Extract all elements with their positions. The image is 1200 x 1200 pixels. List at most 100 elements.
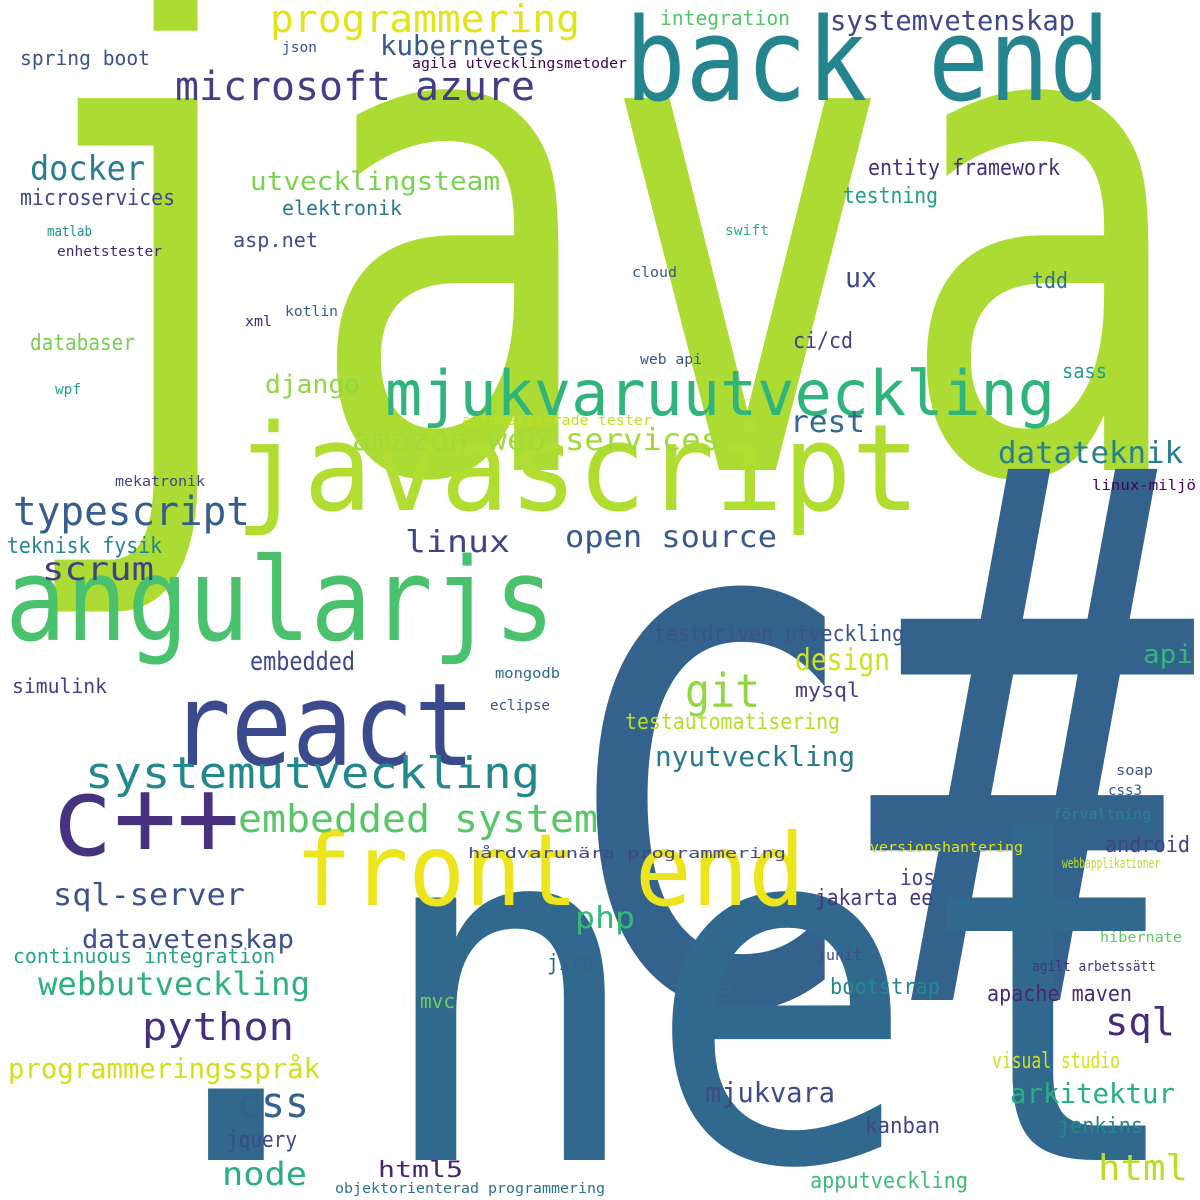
word: wpf (55, 382, 81, 398)
word: c# (545, 313, 1199, 1175)
word: apache maven (987, 982, 1132, 1007)
word: arkitektur (1010, 1077, 1175, 1110)
word: amazon web services (352, 423, 720, 458)
word: embedded system (238, 797, 598, 841)
word: versionshantering (870, 840, 1023, 856)
word: webbutveckling (38, 965, 310, 1003)
word: ci/cd (793, 329, 853, 354)
word: vue (683, 974, 733, 1007)
word: rest (790, 405, 865, 440)
word: elektronik (282, 196, 402, 220)
word: agilt arbetssätt (1032, 959, 1156, 975)
word: json (282, 40, 317, 56)
word: git (685, 664, 760, 718)
word: .net (100, 715, 1190, 1200)
word: testautomatisering (625, 710, 840, 735)
word: sql-server (53, 878, 245, 913)
word: webbapplikationer (1062, 856, 1160, 872)
word: mvc (420, 989, 455, 1013)
word: objektorienterad programmering (335, 1181, 605, 1197)
word: sql (1105, 1000, 1175, 1044)
word: integration (660, 6, 790, 30)
word: php (575, 901, 635, 936)
word: javascript (235, 400, 920, 539)
word: scrum (42, 550, 154, 588)
word: testdriven utveckling (654, 622, 904, 647)
word: asp.net (233, 228, 318, 252)
word: automatiserade tester (462, 413, 652, 429)
word: cloud (632, 265, 677, 281)
word: datateknik (998, 436, 1183, 471)
word: programmeringsspråk (8, 1052, 320, 1085)
word: node (222, 1155, 307, 1193)
word: ux (845, 261, 877, 294)
word: entity framework (868, 156, 1060, 181)
word: mekatronik (115, 474, 206, 490)
word: swift (725, 223, 769, 239)
word: förvaltning (1053, 807, 1151, 823)
word: datavetenskap (82, 925, 294, 955)
word: embedded (250, 647, 355, 677)
word: enhetstester (57, 244, 162, 260)
word: programmering (270, 0, 580, 41)
word: ios (900, 866, 935, 891)
word: junit (817, 948, 862, 964)
word: kanban (865, 1114, 940, 1139)
word: simulink (12, 674, 107, 698)
word: apputveckling (810, 1169, 968, 1194)
word: web api (640, 352, 702, 368)
word: angularjs (5, 534, 555, 668)
word: mjukvara (705, 1076, 835, 1109)
word: docker (30, 149, 145, 189)
word: jquery (227, 1128, 297, 1153)
word: mongodb (495, 666, 560, 682)
word: systemvetenskap (830, 4, 1075, 37)
word: systemutveckling (85, 748, 540, 799)
word: hibernate (1100, 930, 1182, 946)
word: utvecklingsteam (250, 167, 500, 197)
word: teknisk fysik (7, 534, 162, 559)
word: jira (547, 951, 594, 976)
word: android (1105, 833, 1190, 858)
word: css (237, 1078, 309, 1127)
word: open source (565, 520, 777, 555)
word: microsoft azure (175, 64, 535, 110)
word: typescript (13, 489, 250, 535)
word: html (1098, 1148, 1188, 1189)
word: mjukvaruutveckling (385, 357, 1055, 430)
word: databaser (30, 331, 135, 356)
word: tdd (1032, 269, 1068, 294)
word: front end (295, 812, 805, 929)
word: kubernetes (380, 29, 545, 62)
word: html5 (378, 1158, 463, 1183)
word: microservices (20, 186, 175, 211)
word: soap (1116, 763, 1153, 779)
word: react (170, 659, 475, 793)
word: linux (405, 525, 510, 560)
word: sass (1062, 359, 1107, 383)
word: java (10, 0, 1190, 631)
word: continuous integration (13, 944, 275, 968)
word: matlab (47, 224, 92, 240)
word: jakarta ee (815, 886, 933, 911)
word: jenkins (1058, 1114, 1143, 1139)
word: xml (245, 314, 272, 330)
word: css3 (1108, 783, 1142, 799)
word: nyutveckling (655, 740, 855, 773)
word: back end (625, 0, 1110, 128)
word: testning (843, 184, 938, 209)
word: kotlin (285, 304, 338, 320)
word: python (142, 1005, 294, 1049)
word: mysql (795, 678, 860, 702)
word: visual studio (992, 1049, 1120, 1074)
word: eclipse (490, 698, 550, 714)
word: bootstrap (830, 975, 940, 1000)
word: spring boot (20, 46, 150, 70)
word: linux-miljö (1092, 478, 1196, 494)
word: c++ (50, 753, 240, 881)
word: django (265, 370, 360, 400)
word: agila utvecklingsmetoder (412, 56, 627, 72)
word: hårdvarunära programmering (468, 845, 786, 862)
